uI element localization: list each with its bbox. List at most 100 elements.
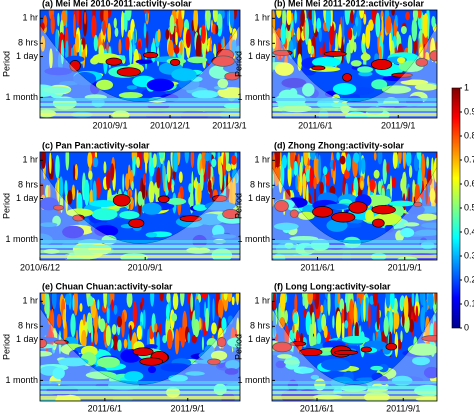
texture <box>65 55 85 63</box>
texture <box>401 171 407 192</box>
texture <box>179 293 185 307</box>
texture <box>412 179 416 198</box>
texture <box>338 23 342 49</box>
texture <box>181 10 185 20</box>
texture <box>342 15 345 42</box>
x-tick-label: 2010/9/1 <box>128 262 163 272</box>
low-band <box>272 245 437 248</box>
texture <box>389 293 395 310</box>
texture <box>71 184 76 200</box>
texture <box>44 67 73 76</box>
texture <box>91 15 97 39</box>
texture <box>364 297 370 322</box>
texture <box>207 358 221 366</box>
texture <box>289 235 319 242</box>
texture <box>208 158 211 182</box>
texture <box>322 166 328 176</box>
texture <box>227 10 230 27</box>
texture <box>408 186 411 205</box>
panel-title: (d) Zhong Zhong:activity-solar <box>274 140 404 150</box>
texture <box>179 215 202 222</box>
x-tick-label: 2011/6/1 <box>298 120 332 130</box>
texture <box>373 169 380 179</box>
texture <box>275 360 286 369</box>
texture <box>72 295 75 311</box>
texture <box>415 229 437 237</box>
texture <box>423 43 426 62</box>
texture <box>377 152 383 165</box>
texture <box>272 49 293 56</box>
texture <box>347 27 353 41</box>
texture <box>294 293 298 314</box>
texture <box>344 169 350 180</box>
texture <box>134 188 137 207</box>
texture <box>341 335 370 344</box>
texture <box>365 209 374 223</box>
texture <box>400 227 415 238</box>
colorbar-tick-label: 0 <box>464 322 469 332</box>
y-tick-label: 1 hr <box>22 13 38 23</box>
texture <box>227 315 234 325</box>
texture <box>427 195 431 206</box>
frame <box>39 292 241 402</box>
texture <box>222 209 240 220</box>
texture <box>93 34 99 52</box>
texture <box>318 27 322 42</box>
texture <box>144 47 148 70</box>
texture <box>354 17 359 27</box>
texture <box>406 204 425 215</box>
texture <box>411 17 418 42</box>
texture <box>223 293 228 301</box>
low-band <box>272 391 437 394</box>
texture <box>99 318 106 333</box>
texture <box>113 304 118 315</box>
texture <box>381 85 412 94</box>
texture <box>194 176 198 188</box>
texture <box>184 152 190 164</box>
texture <box>431 157 434 180</box>
texture <box>325 171 331 187</box>
y-axis-label: Period <box>1 51 11 77</box>
texture <box>42 86 71 94</box>
texture <box>384 224 395 233</box>
texture <box>190 152 195 168</box>
y-tick-label: 1 day <box>248 334 271 344</box>
texture <box>373 152 377 161</box>
texture <box>353 41 357 53</box>
texture <box>416 152 422 160</box>
texture <box>360 180 364 189</box>
y-tick-label: 1 month <box>237 234 270 244</box>
texture <box>426 156 429 169</box>
texture <box>303 152 309 167</box>
texture <box>150 293 155 307</box>
texture <box>211 55 235 67</box>
texture <box>132 154 136 177</box>
texture <box>169 14 175 35</box>
texture <box>73 293 79 316</box>
texture <box>361 33 366 45</box>
texture <box>65 152 70 171</box>
texture <box>293 160 298 176</box>
texture <box>70 313 76 338</box>
texture <box>97 299 100 310</box>
panel-title: (c) Pan Pan:activity-solar <box>42 140 150 150</box>
texture <box>321 358 351 371</box>
colorbar <box>451 87 461 329</box>
texture <box>67 189 73 205</box>
texture <box>389 32 392 52</box>
texture <box>358 152 362 176</box>
texture <box>353 152 360 164</box>
texture <box>40 350 53 357</box>
texture <box>323 325 328 339</box>
x-tick-label: 2010/6/12 <box>20 262 60 272</box>
texture <box>320 304 324 314</box>
low-band <box>40 245 240 248</box>
texture <box>57 12 60 27</box>
texture <box>165 304 170 322</box>
texture <box>83 11 87 25</box>
texture <box>348 201 368 214</box>
texture <box>187 56 208 64</box>
low-band <box>40 396 240 399</box>
colorbar-tick-label: 1 <box>464 82 469 92</box>
texture <box>367 175 370 187</box>
